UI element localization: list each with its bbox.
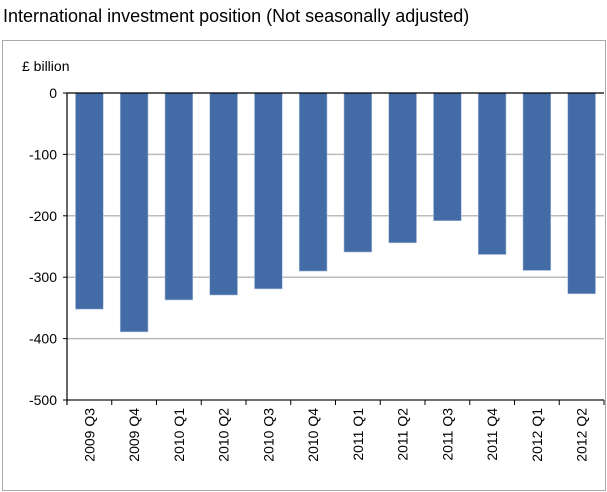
x-tick-label: 2011 Q4	[484, 408, 500, 461]
x-tick-label: 2012 Q1	[529, 408, 545, 462]
bar	[119, 92, 149, 333]
bar	[164, 92, 194, 301]
x-tick-label: 2011 Q1	[350, 408, 366, 461]
chart-title: International investment position (Not s…	[3, 6, 470, 26]
bar	[567, 92, 596, 295]
x-tick-label: 2011 Q3	[439, 408, 455, 461]
x-tick-label: 2009 Q3	[81, 408, 97, 462]
x-tick-label: 2010 Q2	[216, 408, 232, 462]
bar	[388, 92, 417, 244]
bar	[477, 92, 507, 255]
bar	[298, 92, 328, 272]
y-tick-label: 0	[49, 85, 57, 101]
y-axis-label: £ billion	[22, 58, 70, 74]
y-tick-label: -200	[29, 208, 57, 224]
bar	[343, 92, 373, 253]
y-tick-label: -300	[29, 269, 57, 285]
bar	[209, 92, 238, 296]
chart-frame	[2, 40, 606, 491]
y-tick-label: -400	[29, 331, 57, 347]
x-tick-label: 2009 Q4	[126, 408, 142, 462]
bar	[254, 92, 283, 290]
y-tick-label: -100	[29, 146, 57, 162]
x-tick-label: 2010 Q4	[305, 408, 321, 462]
bar	[433, 92, 462, 222]
x-tick-label: 2011 Q2	[395, 408, 411, 461]
x-tick-label: 2010 Q1	[171, 408, 187, 462]
bar	[75, 92, 104, 310]
x-tick-label: 2010 Q3	[260, 408, 276, 462]
bar	[522, 92, 552, 271]
y-tick-label: -500	[29, 392, 57, 408]
x-tick-label: 2012 Q2	[574, 408, 590, 462]
